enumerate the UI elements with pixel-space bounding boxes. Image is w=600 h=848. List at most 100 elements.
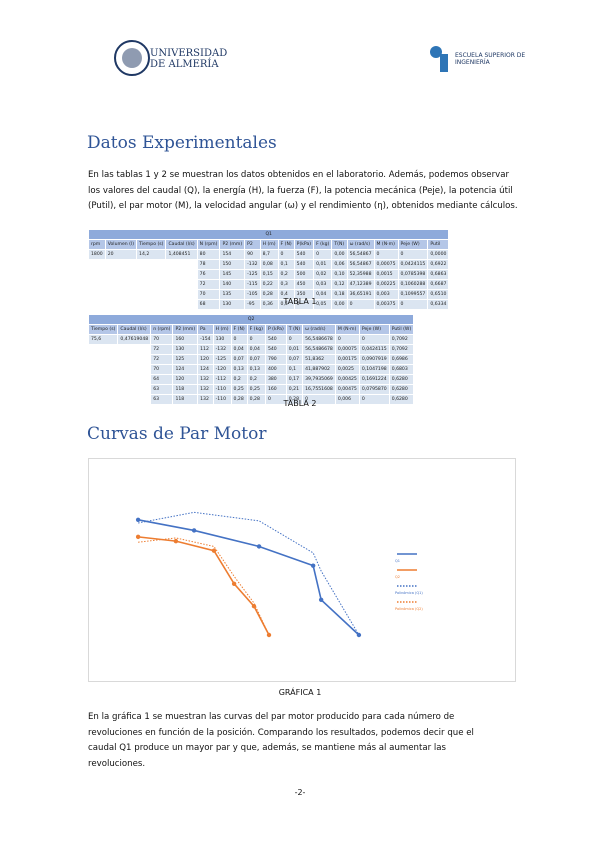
table-cell: 52,35988 bbox=[346, 269, 375, 280]
data-table: Q2 Tiempo (s) Caudal (l/s) n (rpm) P2 (mm) Pa… bbox=[88, 314, 415, 405]
table-cell: 0,00 bbox=[331, 299, 348, 310]
table-cell: 14,2 bbox=[136, 249, 167, 260]
table-cell: 0,02 bbox=[313, 269, 333, 280]
table-cell: 0,0907919 bbox=[358, 354, 390, 365]
table-cell: 70 bbox=[196, 289, 221, 300]
table-cell: 80 bbox=[196, 249, 221, 260]
table-cell: 0,00075 bbox=[373, 259, 399, 270]
table-cell: 0,12 bbox=[331, 279, 348, 290]
table-cell: 0,6803 bbox=[388, 364, 415, 375]
header-cell: P(kPa) bbox=[293, 239, 315, 250]
header-cell: F (kg) bbox=[246, 324, 266, 335]
table-cell: 120 bbox=[197, 354, 214, 365]
header-cell: T(N) bbox=[331, 239, 348, 250]
table-cell: 0 bbox=[277, 249, 295, 260]
header-cell: Putil (W) bbox=[388, 324, 415, 335]
table-cell: 0,25 bbox=[246, 384, 266, 395]
university-logo bbox=[114, 40, 150, 76]
table-cell: 90 bbox=[244, 249, 261, 260]
legend-label: Q1 bbox=[395, 559, 400, 563]
table-cell bbox=[88, 259, 106, 270]
table-cell: 78 bbox=[196, 259, 221, 270]
table-cell: 47,12389 bbox=[346, 279, 375, 290]
table-cell: 0 bbox=[246, 334, 266, 345]
group-row: Q2 bbox=[88, 314, 415, 325]
table-cell bbox=[88, 394, 119, 405]
table-cell bbox=[117, 374, 152, 385]
group-label: Q1 bbox=[88, 229, 450, 240]
table-cell: 0,2 bbox=[246, 374, 266, 385]
table-row: 64 120 132 -112 0,2 0,2 380 0,17 39,7935069 0,004… bbox=[88, 374, 415, 385]
header-cell: Tiempo (s) bbox=[136, 239, 167, 250]
header-cell: P2 (mm) bbox=[219, 239, 246, 250]
table-cell bbox=[136, 279, 167, 290]
table-caption: TABLA 1 bbox=[283, 297, 317, 306]
table-cell: 0 bbox=[285, 334, 304, 345]
table-cell: 0,07 bbox=[246, 354, 266, 365]
table-cell: 160 bbox=[172, 334, 199, 345]
table-cell: 0,13 bbox=[246, 364, 266, 375]
table-cell: 380 bbox=[264, 374, 287, 385]
table-cell: 0,13 bbox=[230, 364, 248, 375]
table-cell bbox=[165, 289, 198, 300]
table-cell: 0,28 bbox=[285, 394, 304, 405]
table-cell: 0,006 bbox=[334, 394, 360, 405]
school-name: ESCUELA SUPERIOR DE INGENIERÍA bbox=[455, 52, 526, 66]
table-cell: 0,00175 bbox=[334, 354, 360, 365]
header-cell: H (m) bbox=[212, 324, 232, 335]
group-row: Q1 bbox=[88, 229, 450, 240]
table-row: 78 150 -132 0,08 0,1 540 0,01 0,06 56,54867 0,000… bbox=[88, 259, 450, 270]
table-cell: -132 bbox=[212, 344, 232, 355]
table-cell: -112 bbox=[212, 374, 232, 385]
table-cell: 0,07 bbox=[230, 354, 248, 365]
table-cell: 70 bbox=[150, 334, 174, 345]
table-cell: 0,7092 bbox=[388, 334, 415, 345]
table-cell: 125 bbox=[172, 354, 199, 365]
table: Q2 Tiempo (s) Caudal (l/s) n (rpm) P2 (mm) Pa… bbox=[88, 314, 600, 405]
data-point bbox=[191, 528, 197, 533]
table-cell bbox=[104, 269, 138, 280]
header-cell: Peje (W) bbox=[358, 324, 390, 335]
table-cell: 0,07 bbox=[285, 354, 304, 365]
header-cell: ω (rad/s) bbox=[302, 324, 336, 335]
table-row: 1800 20 14,2 1,408451 80 154 90 8,7 0 540 0 0,00 56,… bbox=[88, 249, 450, 260]
table-cell: 75,6 bbox=[88, 334, 119, 345]
data-point bbox=[135, 517, 141, 522]
table-cell: 540 bbox=[293, 249, 315, 260]
table-cell: 0 bbox=[346, 299, 375, 310]
table-cell: 0,2 bbox=[277, 269, 295, 280]
table-cell: 540 bbox=[264, 334, 287, 345]
table-cell: 1800 bbox=[88, 249, 106, 260]
table-cell: 0,15 bbox=[259, 269, 279, 280]
table-cell bbox=[88, 289, 106, 300]
data-point bbox=[318, 597, 324, 602]
data-point bbox=[266, 632, 272, 638]
table-cell bbox=[165, 279, 198, 290]
table-cell: 64 bbox=[150, 374, 174, 385]
header-cell: rpm bbox=[88, 239, 106, 250]
university-name: UNIVERSIDAD DE ALMERÍA bbox=[150, 48, 228, 70]
table-cell: 112 bbox=[197, 344, 214, 355]
table-cell: 0,6863 bbox=[427, 269, 450, 280]
table-cell: 0 bbox=[373, 249, 399, 260]
table-cell bbox=[104, 259, 138, 270]
paragraph: En las tablas 1 y 2 se muestran los dato… bbox=[88, 170, 518, 211]
table-row: 75,6 0,47619048 70 160 -154 130 0 0 540 0 56,54866… bbox=[88, 334, 415, 345]
table-cell bbox=[88, 354, 119, 365]
table-cell: 76 bbox=[196, 269, 221, 280]
data-point bbox=[135, 534, 141, 540]
group-label: Q2 bbox=[88, 314, 415, 325]
table-cell: 0,3 bbox=[277, 279, 295, 290]
table-row: 76 145 -125 0,15 0,2 500 0,02 0,10 52,35988 0,001… bbox=[88, 269, 450, 280]
table-cell: -110 bbox=[212, 384, 232, 395]
table-row: 68 130 -95 0,36 0,5 0 0,05 0,00 0 0,00375 0 0,6334 bbox=[88, 299, 450, 310]
table-cell: 0 bbox=[397, 299, 429, 310]
table-cell bbox=[165, 259, 198, 270]
legend-label: Polinómica (Q1) bbox=[395, 591, 423, 595]
table-cell bbox=[104, 299, 138, 310]
series-line bbox=[138, 536, 270, 636]
table-cell bbox=[136, 289, 167, 300]
header-cell: Peje (W) bbox=[397, 239, 429, 250]
table-cell: 0,17 bbox=[285, 374, 304, 385]
table-cell: 450 bbox=[293, 279, 315, 290]
